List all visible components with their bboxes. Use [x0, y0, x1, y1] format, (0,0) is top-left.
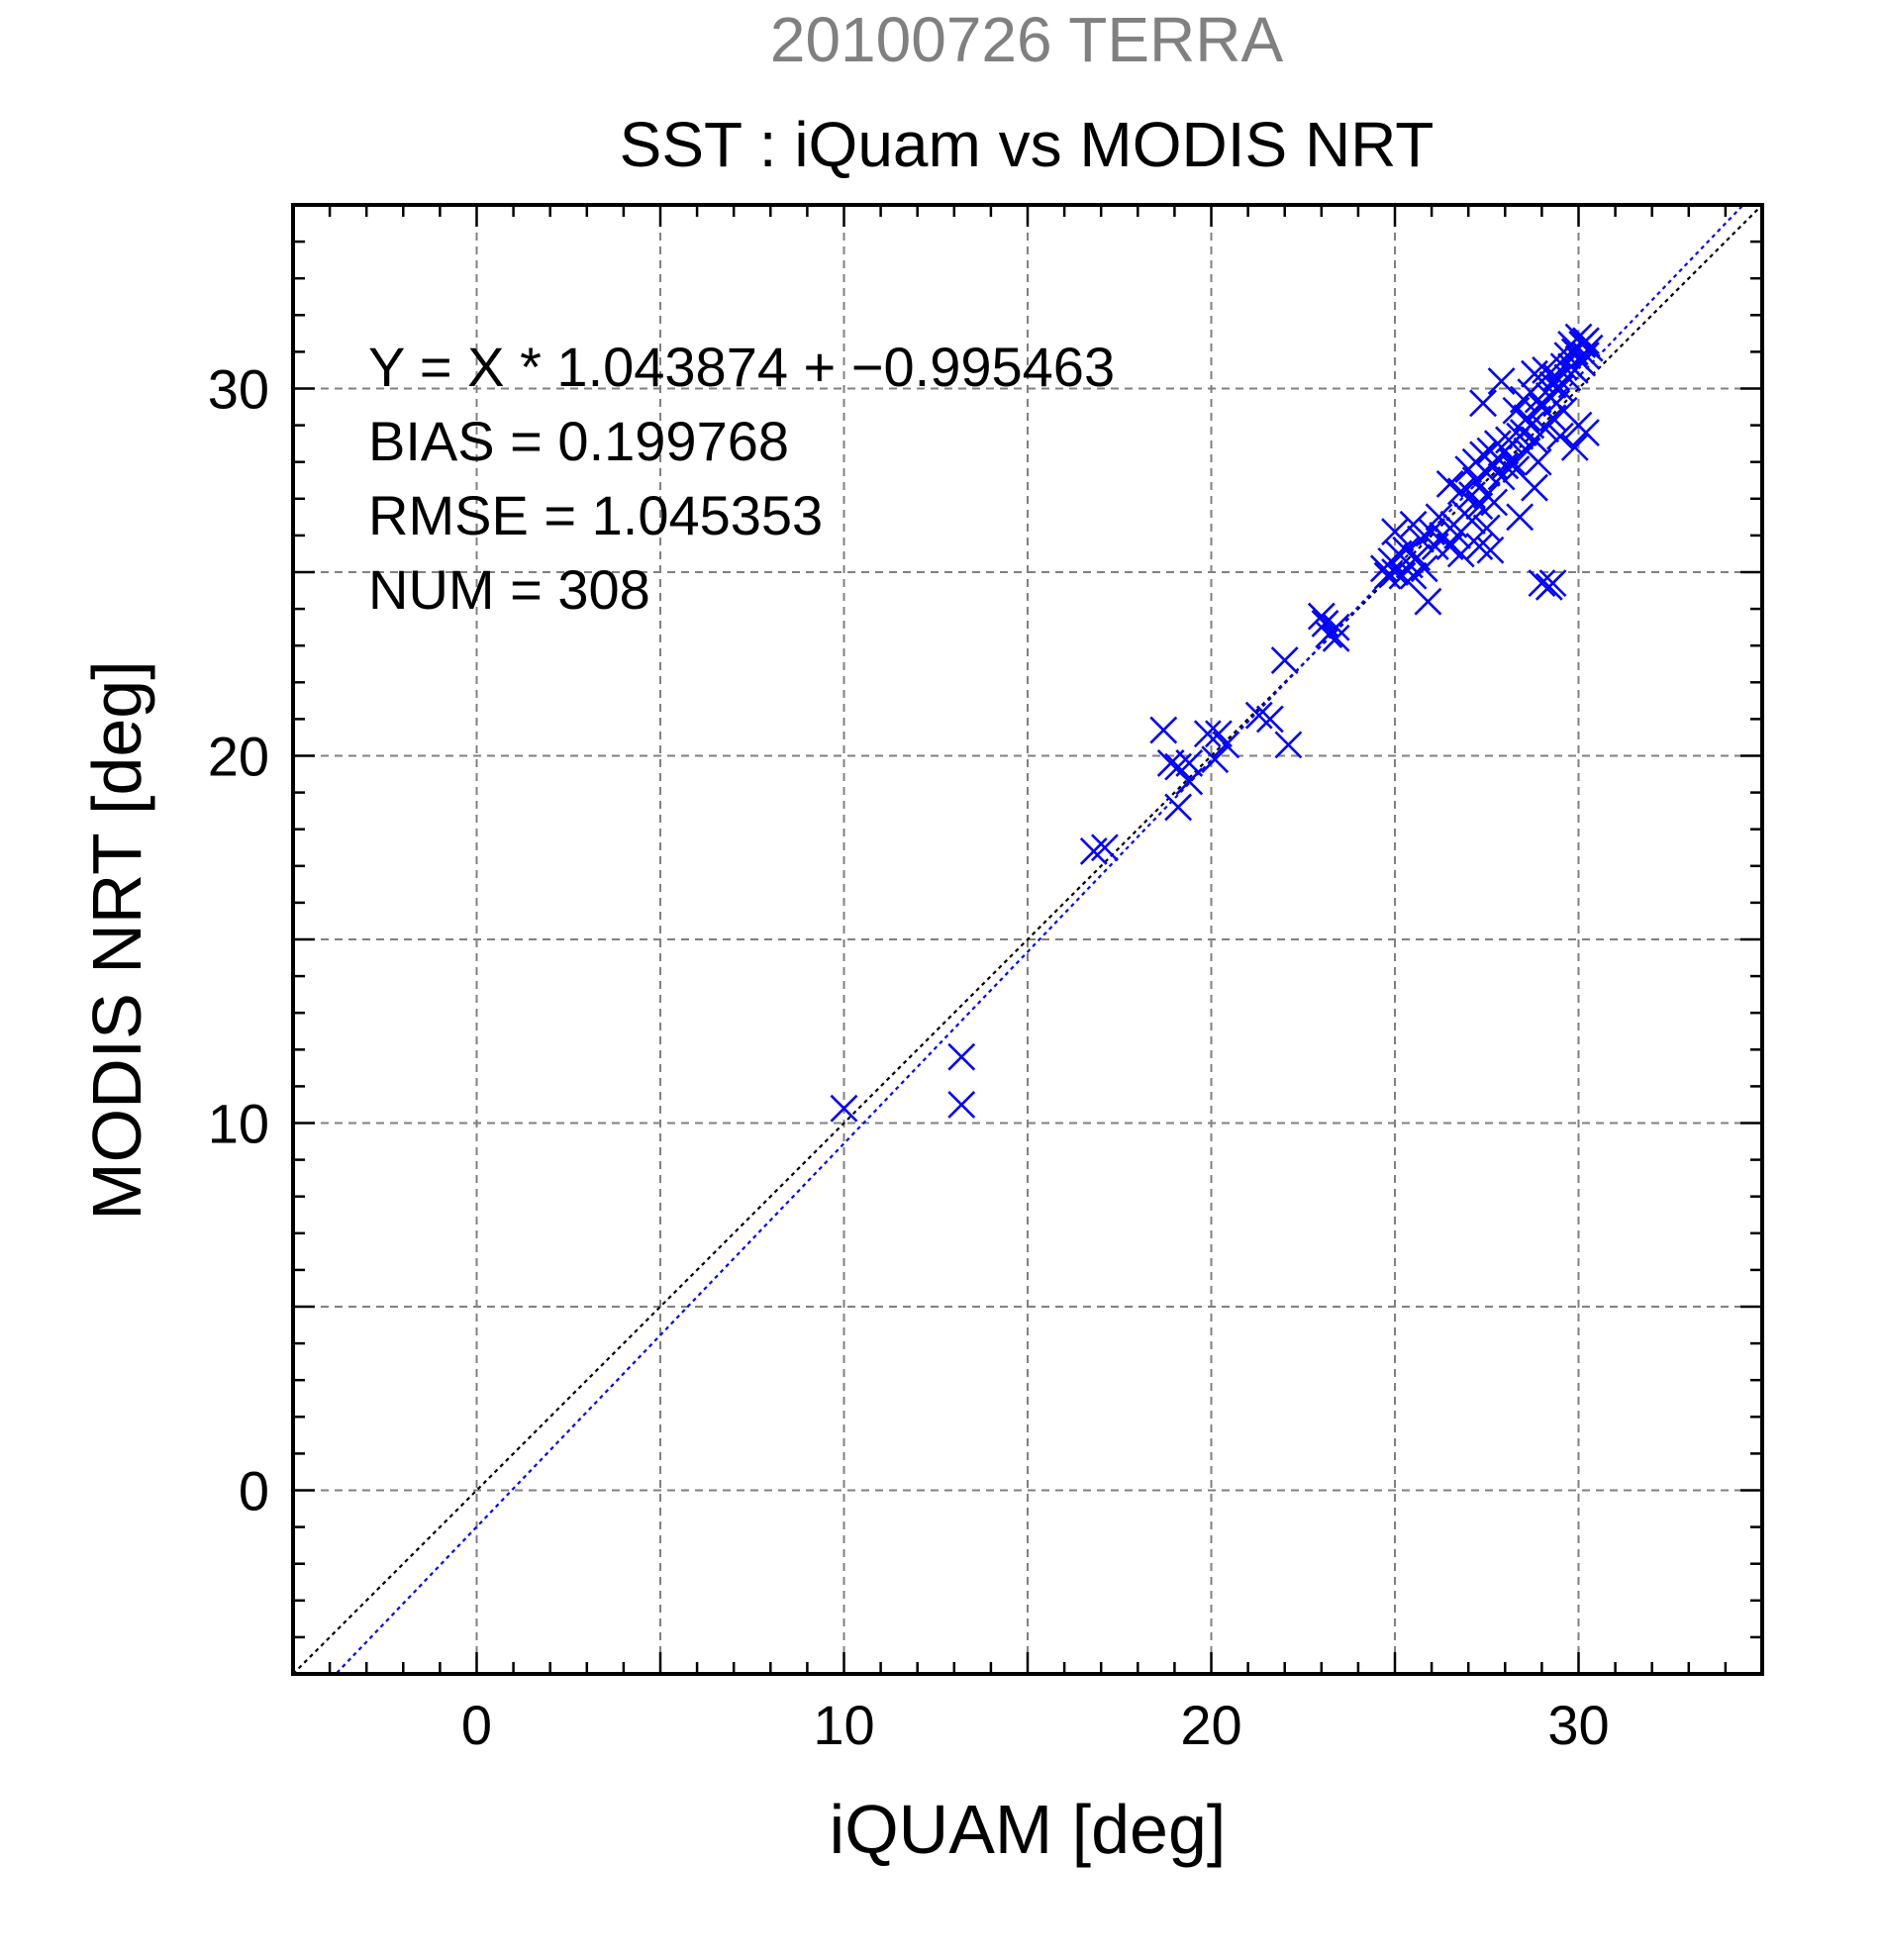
- data-point: [1270, 646, 1299, 674]
- x-tick-label: 30: [1547, 1694, 1609, 1756]
- data-point: [1274, 731, 1303, 759]
- data-point: [1524, 447, 1552, 476]
- data-point: [1546, 422, 1574, 450]
- y-tick-labels: 0 10 20 30: [208, 358, 269, 1522]
- data-point: [1201, 745, 1230, 774]
- data-point: [1528, 569, 1556, 598]
- data-point: [1090, 833, 1119, 862]
- chart-title: SST : iQuam vs MODIS NRT: [620, 109, 1435, 180]
- x-tick-label: 0: [461, 1694, 492, 1756]
- data-point: [1414, 587, 1442, 616]
- data-point: [1491, 451, 1520, 480]
- y-tick-label: 0: [239, 1460, 269, 1522]
- data-point: [1521, 473, 1548, 502]
- data-point: [1513, 404, 1541, 433]
- data-point: [1572, 419, 1600, 446]
- x-tick-label: 20: [1180, 1694, 1241, 1756]
- data-point: [1538, 569, 1567, 598]
- data-point: [1487, 367, 1516, 395]
- data-point: [1465, 533, 1494, 560]
- y-tick-label: 20: [208, 726, 269, 788]
- data-point: [1457, 507, 1486, 535]
- y-axis-label: MODIS NRT [deg]: [78, 660, 155, 1220]
- data-point: [1149, 716, 1178, 744]
- identity-line: [293, 205, 1762, 1674]
- data-point: [947, 1042, 976, 1071]
- data-point: [1079, 837, 1108, 865]
- figure-supertitle: 20100726 TERRA: [770, 4, 1284, 75]
- data-point: [1307, 602, 1336, 631]
- data-point: [1410, 554, 1438, 583]
- x-tick-labels: 0 10 20 30: [461, 1694, 1610, 1756]
- data-point: [1244, 701, 1273, 730]
- data-point: [1476, 536, 1505, 564]
- data-point: [1480, 488, 1509, 517]
- data-point: [1164, 752, 1193, 781]
- x-axis-label: iQUAM [deg]: [830, 1791, 1227, 1868]
- bias-value: BIAS = 0.199768: [368, 410, 789, 472]
- num-value: NUM = 308: [368, 558, 650, 621]
- data-point: [1487, 462, 1516, 491]
- fit-equation: Y = X * 1.043874 + −0.995463: [368, 336, 1115, 398]
- data-point: [1212, 731, 1240, 759]
- data-point: [947, 1091, 976, 1119]
- data-point: [830, 1094, 858, 1123]
- rmse-value: RMSE = 1.045353: [368, 484, 823, 546]
- data-point: [1549, 352, 1578, 381]
- y-tick-label: 10: [208, 1093, 269, 1155]
- data-point: [1255, 705, 1284, 734]
- data-point: [1399, 510, 1428, 539]
- data-points: [830, 323, 1604, 1123]
- x-tick-label: 10: [813, 1694, 874, 1756]
- data-point: [1193, 720, 1222, 748]
- data-point: [1572, 342, 1600, 370]
- data-point: [1572, 327, 1600, 355]
- data-point: [1322, 624, 1350, 652]
- data-point: [1175, 767, 1204, 796]
- data-point: [1575, 334, 1604, 362]
- stats-box: Y = X * 1.043874 + −0.995463 BIAS = 0.19…: [368, 336, 1115, 621]
- data-point: [1446, 539, 1475, 568]
- data-point: [1322, 613, 1350, 641]
- data-point: [1469, 389, 1497, 418]
- data-point: [1498, 447, 1527, 476]
- data-point: [1311, 610, 1339, 637]
- data-point: [1381, 558, 1409, 586]
- y-tick-label: 30: [208, 358, 269, 421]
- data-point: [1506, 503, 1534, 532]
- plot-frame: [291, 203, 1764, 1676]
- data-point: [1164, 793, 1193, 822]
